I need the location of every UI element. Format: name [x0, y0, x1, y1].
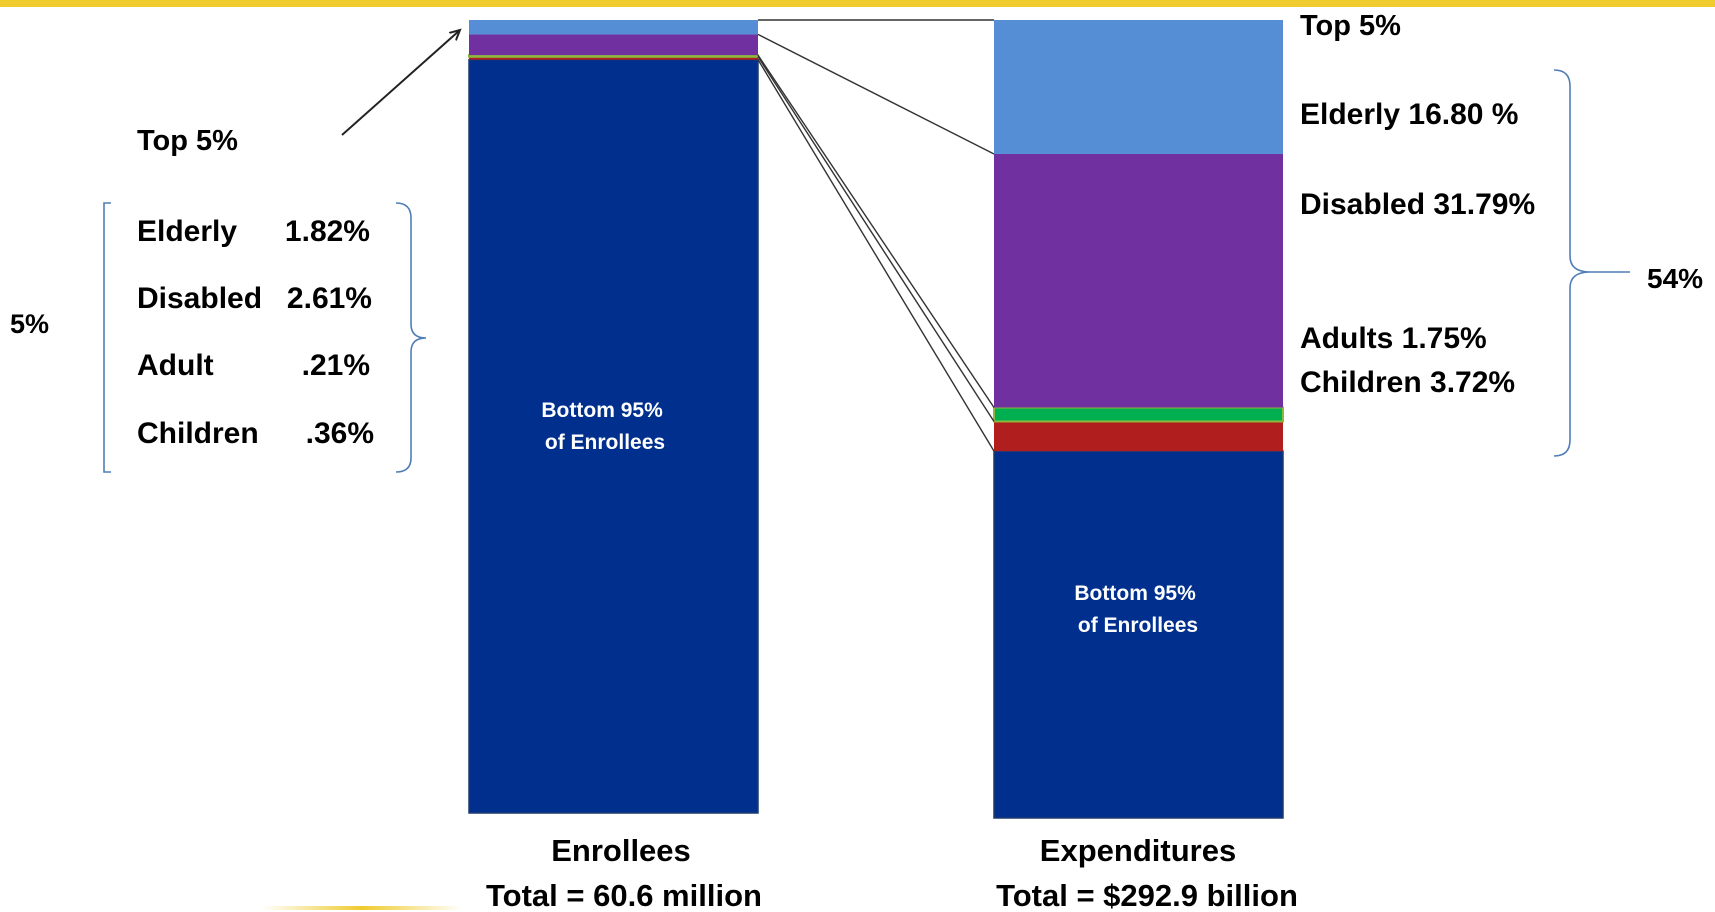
right-top5-label: Top 5% [1300, 10, 1401, 42]
connector-line-1 [757, 33, 995, 155]
expenditures-title: Expenditures [1040, 833, 1236, 868]
enrollees-segment-elderly [469, 20, 758, 35]
left-close-brace [395, 202, 427, 473]
expenditures-segment-bottom95 [993, 450, 1284, 819]
left-elderly-value: 1.82% [285, 215, 370, 248]
right-group-total: 54% [1647, 263, 1703, 294]
left-open-bracket [103, 202, 111, 473]
connector-line-4 [757, 59, 995, 452]
enrollees-subtitle: Total = 60.6 million [486, 878, 762, 912]
left-children-value: .36% [306, 417, 374, 450]
left-disabled-name: Disabled [137, 282, 262, 315]
connector-lines [757, 19, 995, 452]
left-top5-label: Top 5% [137, 125, 238, 157]
expenditures-subtitle: Total = $292.9 billion [996, 878, 1298, 912]
right-children-label: Children 3.72% [1300, 366, 1515, 399]
right-elderly-label: Elderly 16.80 % [1300, 98, 1518, 131]
right-disabled-label: Disabled 31.79% [1300, 188, 1535, 221]
left-elderly-name: Elderly [137, 215, 237, 248]
connector-line-3 [757, 56, 995, 422]
expenditures-bar [993, 20, 1284, 819]
expenditures-segment-disabled [994, 153, 1283, 408]
right-brace [1553, 69, 1630, 457]
right-adults-label: Adults 1.75% [1300, 322, 1487, 355]
expenditures-segment-elderly [994, 20, 1283, 154]
connector-line-2 [757, 54, 995, 408]
expenditures-segment-children [994, 421, 1283, 452]
enrollees-title: Enrollees [551, 833, 691, 868]
left-adult-value: .21% [302, 349, 370, 382]
enrollees-segment-children [469, 56, 758, 60]
enrollees-bar [468, 20, 759, 814]
expenditures-segment-adults [993, 406, 1284, 423]
left-group-total: 5% [10, 309, 49, 339]
top-accent-bar [0, 0, 1715, 7]
left-disabled-value: 2.61% [287, 282, 372, 315]
left-adult-name: Adult [137, 349, 214, 382]
enrollees-bottom95-label: Bottom 95% of Enrollees [541, 399, 668, 454]
bottom-accent-bar [262, 906, 462, 910]
expenditures-bottom95-label: Bottom 95% of Enrollees [1074, 582, 1201, 637]
enrollees-segment-adults [468, 54, 759, 58]
left-children-name: Children [137, 417, 259, 450]
enrollees-segment-bottom95 [468, 58, 759, 814]
top5-arrow [341, 30, 460, 136]
enrollees-segment-disabled [469, 34, 758, 56]
